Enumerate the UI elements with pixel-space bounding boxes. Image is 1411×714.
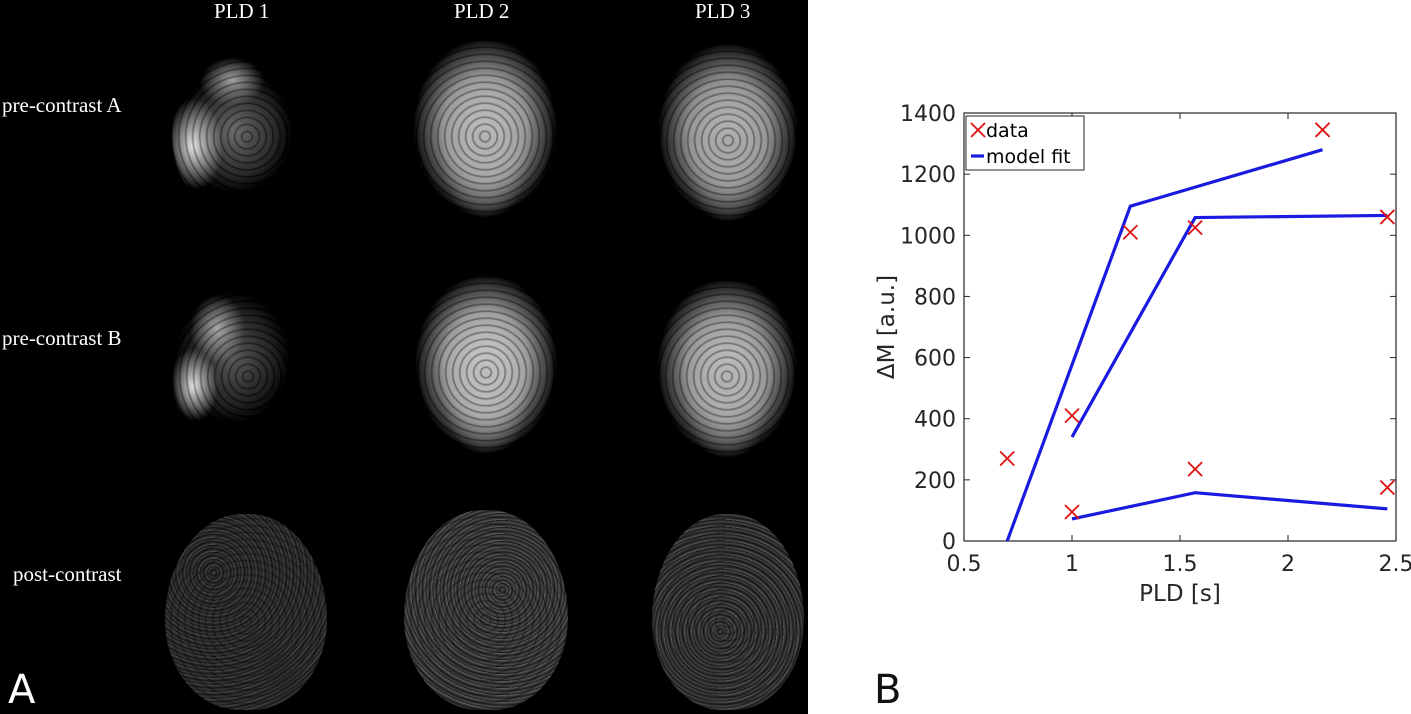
- data-marker-stroke: [1122, 224, 1138, 240]
- x-tick-label: 1: [1065, 552, 1079, 577]
- chart-panel: 0.5 1 1.5 2 2.5 0 200 400 600 800 1000 1200 1400 PLD …: [808, 0, 1411, 714]
- x-tick-label: 0.5: [947, 552, 982, 577]
- data-marker-stroke: [1064, 504, 1080, 520]
- row-label-pre-contrast-b: pre-contrast B: [2, 326, 122, 350]
- data-point-9: [1379, 479, 1395, 496]
- y-tick-label: 1200: [900, 163, 956, 188]
- legend-data-marker: [970, 122, 986, 138]
- data-marker-stroke: [1187, 461, 1203, 477]
- line-chart: 0.5 1 1.5 2 2.5 0 200 400 600 800 1000 1200 1400 PLD …: [874, 102, 1411, 607]
- panel-letter-b: B: [874, 667, 902, 713]
- brain-image-post-pld3: [652, 514, 804, 710]
- brain-image-pre-a-pld1: [172, 36, 322, 219]
- legend: data model fit: [965, 115, 1085, 171]
- model-fit-line-3: [1071, 491, 1388, 521]
- model-fit-line-1: [1005, 148, 1324, 542]
- x-tick-label: 1.5: [1163, 552, 1198, 577]
- brain-image-panel: PLD 1 PLD 2 PLD 3 pre-contrast A pre-con…: [0, 0, 808, 714]
- brain-image-post-pld1: [165, 514, 327, 710]
- data-marker-stroke: [1314, 122, 1331, 138]
- data-point-1: [999, 450, 1015, 467]
- data-point-7: [1379, 209, 1395, 225]
- data-marker-stroke: [1187, 220, 1203, 236]
- y-tick-label: 0: [942, 530, 956, 555]
- legend-label-data: data: [986, 120, 1029, 142]
- y-tick-label: 1400: [900, 102, 956, 127]
- data-point-5: [1064, 504, 1080, 520]
- plot-frame: [963, 112, 1397, 542]
- legend-box: [965, 115, 1085, 171]
- y-tick-label: 200: [914, 469, 956, 494]
- y-axis-label: ΔM [a.u.]: [874, 275, 900, 379]
- x-tick-label: 2: [1281, 552, 1295, 577]
- x-tick-label: 2.5: [1379, 552, 1411, 577]
- data-point-6: [1187, 220, 1203, 236]
- legend-label-model-fit: model fit: [986, 146, 1071, 168]
- brain-image-pre-b-pld2: [410, 268, 562, 458]
- y-tick-label: 400: [914, 408, 956, 433]
- brain-image-pre-a-pld2: [408, 32, 562, 222]
- column-label-pld-2: PLD 2: [454, 0, 510, 23]
- brain-image-pre-a-pld3: [653, 36, 803, 226]
- data-marker-stroke: [999, 450, 1015, 467]
- x-axis-label: PLD [s]: [1139, 581, 1221, 607]
- brain-image-pre-b-pld1: [172, 272, 324, 462]
- column-label-pld-1: PLD 1: [214, 0, 270, 23]
- column-label-pld-3: PLD 3: [695, 0, 751, 23]
- y-tick-label: 800: [914, 285, 956, 310]
- brain-image-pre-b-pld3: [652, 272, 802, 462]
- row-label-post-contrast: post-contrast: [13, 562, 122, 586]
- y-tick-label: 1000: [900, 224, 956, 249]
- data-point-4: [1314, 122, 1331, 138]
- y-tick-label: 600: [914, 347, 956, 372]
- data-point-8: [1187, 461, 1203, 477]
- panel-letter-a: A: [8, 667, 36, 713]
- data-point-3: [1122, 224, 1138, 240]
- row-label-pre-contrast-a: pre-contrast A: [2, 93, 122, 117]
- data-point-2: [1064, 408, 1080, 424]
- model-fit-line-2: [1070, 213, 1388, 438]
- brain-image-post-pld2: [404, 510, 568, 710]
- data-marker-stroke: [1379, 479, 1395, 496]
- data-marker-stroke: [1064, 408, 1080, 424]
- data-marker-stroke: [1379, 209, 1395, 225]
